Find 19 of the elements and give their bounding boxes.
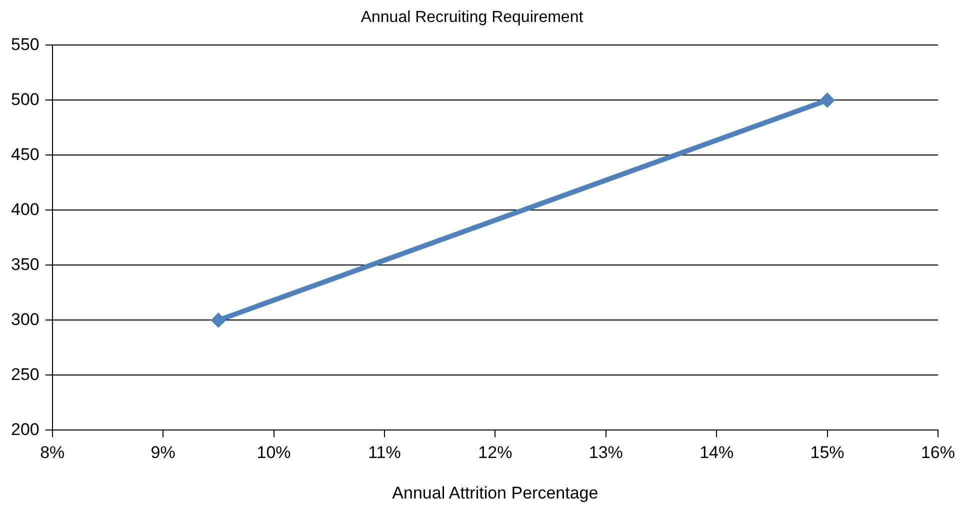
y-tick-label: 500 bbox=[10, 90, 40, 109]
y-tick-label: 400 bbox=[10, 200, 40, 219]
y-tick-label: 550 bbox=[10, 34, 40, 54]
x-tick-label: 13% bbox=[588, 443, 623, 462]
x-tick-label: 12% bbox=[478, 443, 512, 462]
x-tick-label: 9% bbox=[150, 443, 176, 462]
y-tick-label: 300 bbox=[10, 310, 40, 329]
y-tick-label: 450 bbox=[10, 144, 40, 164]
y-tick-label: 200 bbox=[10, 420, 40, 439]
x-tick-label: 14% bbox=[700, 443, 734, 462]
x-tick-label: 16% bbox=[920, 443, 956, 462]
y-tick-label: 250 bbox=[10, 364, 40, 384]
x-tick-label: 10% bbox=[256, 443, 291, 462]
x-tick-label: 15% bbox=[810, 443, 844, 462]
x-tick-label: 11% bbox=[368, 443, 401, 462]
chart-title: Annual Recruiting Requirement bbox=[360, 9, 584, 26]
x-axis-title: Annual Attrition Percentage bbox=[392, 483, 598, 502]
y-tick-label: 350 bbox=[10, 254, 40, 274]
x-tick-label: 8% bbox=[40, 443, 65, 462]
